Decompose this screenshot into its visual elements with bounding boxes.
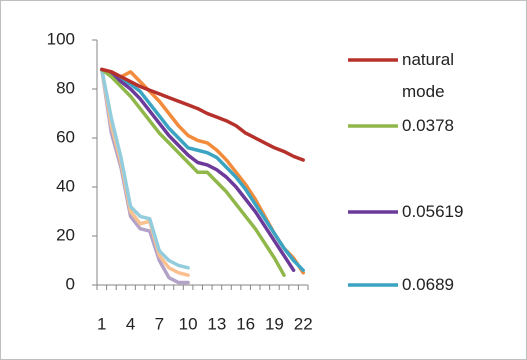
- y-tick-label: 100: [47, 29, 75, 48]
- series-line: [100, 67, 190, 270]
- x-tick-label: 7: [155, 314, 164, 333]
- series-line: [100, 67, 305, 273]
- legend-label: 0.0689: [402, 275, 454, 294]
- series-line: [100, 67, 296, 273]
- x-tick-label: 19: [265, 314, 284, 333]
- x-tick-label: 4: [126, 314, 135, 333]
- legend-label: 0.05619: [402, 202, 464, 221]
- series-line: [100, 67, 286, 277]
- x-tick-label: 1: [97, 314, 106, 333]
- legend-label: 0.0378: [402, 116, 454, 135]
- y-tick-label: 40: [56, 176, 75, 195]
- y-tick-label: 0: [66, 274, 75, 293]
- series-line: [100, 67, 305, 162]
- y-tick-label: 60: [56, 127, 75, 146]
- x-tick-label: 10: [179, 314, 198, 333]
- x-tick-label: 22: [294, 314, 313, 333]
- legend-label: natural mode: [402, 50, 454, 101]
- y-tick-label: 80: [56, 78, 75, 97]
- x-tick-label: 16: [236, 314, 255, 333]
- x-tick-label: 13: [207, 314, 226, 333]
- y-tick-label: 20: [56, 225, 75, 244]
